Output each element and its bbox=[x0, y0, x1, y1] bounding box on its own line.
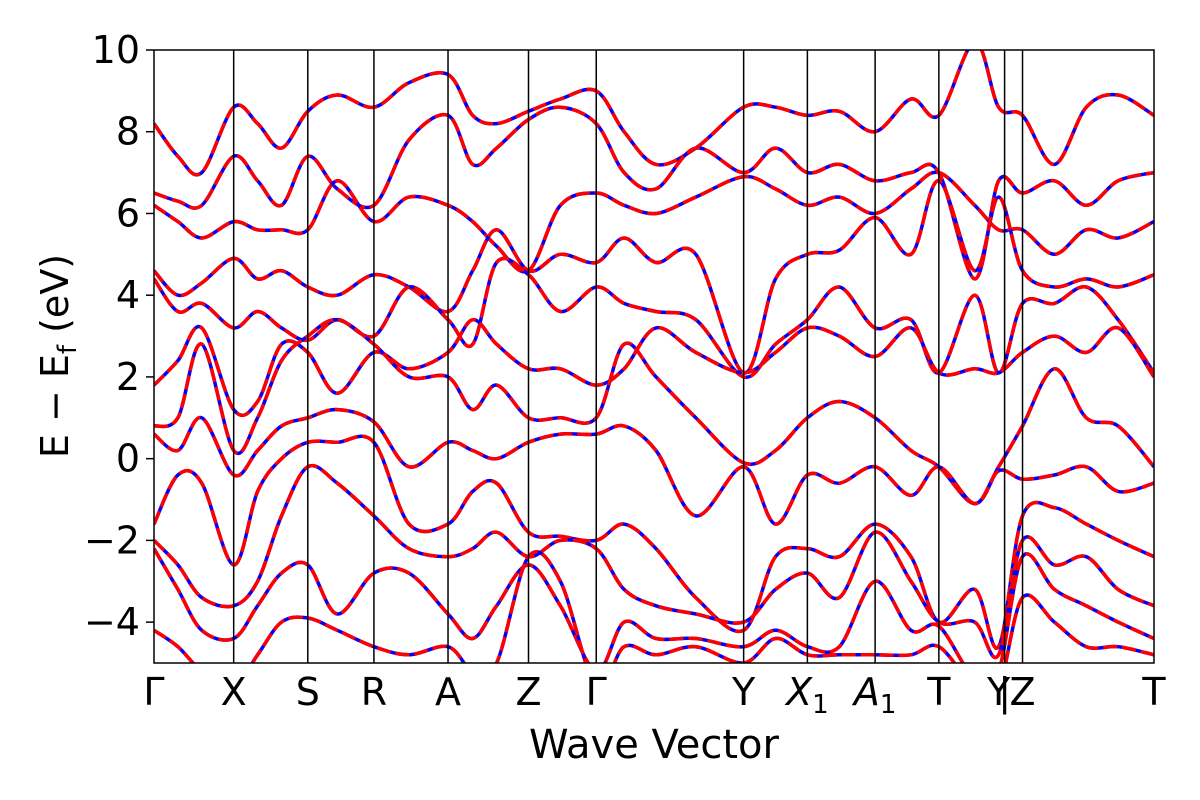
plot-frame bbox=[153, 49, 1155, 664]
y-tick-label-4: 2 bbox=[116, 355, 140, 399]
x-tick-label-5: Z bbox=[515, 670, 541, 714]
band-10-line bbox=[154, 463, 1154, 660]
band-1-line bbox=[154, 50, 1154, 177]
x-tick-label-3: R bbox=[361, 670, 387, 714]
x-axis-ticks: Γ X S R A Z Γ Y X1 A1 T Y|Z T bbox=[143, 670, 1166, 720]
y-axis-label-main: E − E bbox=[33, 354, 77, 458]
x-tick-label-8: X1 bbox=[784, 670, 829, 720]
y-axis-label-unit: (eV) bbox=[33, 254, 77, 345]
y-tick-label-6: −2 bbox=[84, 518, 140, 562]
svg-text:E − Ef (eV): E − Ef (eV) bbox=[33, 254, 83, 458]
high-symmetry-lines bbox=[232, 50, 1024, 663]
y-tick-label-3: 4 bbox=[116, 273, 140, 317]
band-6-line bbox=[154, 317, 1154, 418]
band-9-line bbox=[154, 434, 1154, 650]
y-tick-label-1: 8 bbox=[116, 110, 140, 154]
x-tick-label-1: X bbox=[221, 670, 247, 714]
x-tick-label-2: S bbox=[296, 670, 320, 714]
x-axis-label: Wave Vector bbox=[529, 722, 780, 768]
band-12-line bbox=[154, 550, 1154, 663]
band-8-line bbox=[154, 407, 1154, 526]
y-axis-label: E − Ef (eV) bbox=[33, 254, 83, 458]
x-tick-label-10: T bbox=[926, 670, 951, 714]
x-tick-label-4: A bbox=[435, 670, 461, 714]
y-tick-label-0: 10 bbox=[92, 28, 140, 72]
band-11-line bbox=[154, 547, 1154, 663]
y-tick-label-2: 6 bbox=[116, 191, 140, 235]
x-tick-label-12: | bbox=[998, 670, 1011, 715]
x-tick-label-0: Γ bbox=[143, 670, 164, 714]
x-tick-label-7: Y bbox=[731, 670, 756, 714]
band-2-line bbox=[154, 105, 1154, 281]
y-axis-label-sub: f bbox=[53, 344, 83, 354]
x-tick-label-9: A1 bbox=[851, 670, 897, 720]
y-tick-label-5: 0 bbox=[116, 437, 140, 481]
x-tick-label-13: Z bbox=[1010, 670, 1036, 714]
y-tick-label-7: −4 bbox=[84, 600, 140, 644]
band-3-line bbox=[154, 170, 1154, 274]
plot-background bbox=[154, 50, 1154, 663]
x-tick-label-11: Y bbox=[986, 670, 1011, 714]
y-axis-ticks: 10 8 6 4 2 0 −2 −4 bbox=[84, 28, 154, 644]
x-tick-label-6: Γ bbox=[586, 670, 607, 714]
band-4-line bbox=[154, 179, 1154, 375]
x-tick-label-14: T bbox=[1141, 670, 1166, 714]
band-5-line bbox=[154, 256, 1154, 379]
band-lines bbox=[154, 50, 1154, 663]
